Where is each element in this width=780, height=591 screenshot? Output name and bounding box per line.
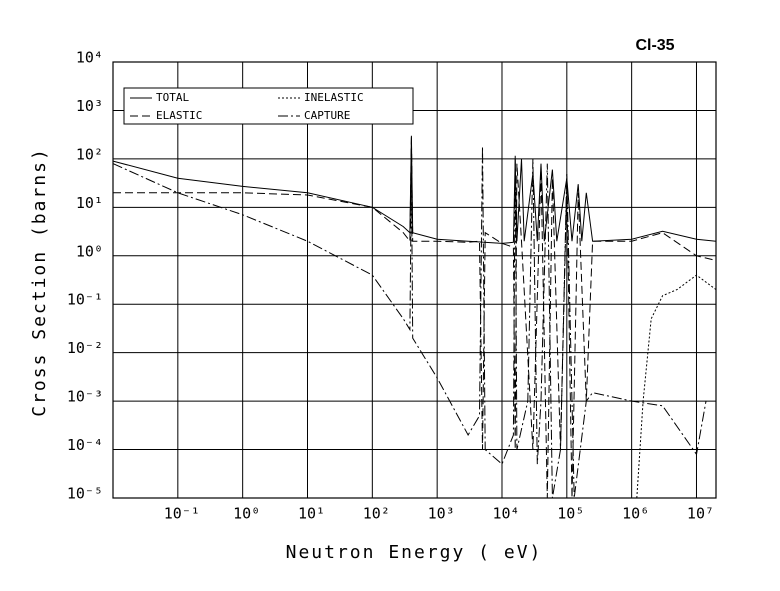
y-tick-label: 10¹ <box>76 194 103 212</box>
series-line <box>113 146 707 498</box>
series-line <box>113 137 716 498</box>
legend-label: INELASTIC <box>304 91 364 104</box>
plot-frame <box>112 61 717 499</box>
legend-box <box>123 87 414 125</box>
y-tick-label: 10⁻² <box>67 339 103 357</box>
x-tick-label: 10¹ <box>298 505 325 523</box>
y-tick-label: 10⁻⁴ <box>67 436 103 454</box>
x-tick-label: 10⁶ <box>622 505 649 523</box>
legend-label: TOTAL <box>156 91 189 104</box>
legend: TOTAL ELASTIC INELASTIC CAPTURE <box>123 87 414 125</box>
grid <box>113 61 716 499</box>
legend-label: ELASTIC <box>156 109 202 122</box>
legend-label: CAPTURE <box>304 109 350 122</box>
x-tick-label: 10³ <box>428 505 455 523</box>
x-tick-label: 10⁴ <box>492 505 519 523</box>
y-tick-label: 10⁻⁵ <box>67 485 103 503</box>
plot-lines <box>113 135 716 498</box>
y-tick-label: 10⁰ <box>76 242 103 260</box>
y-tick-label: 10⁻¹ <box>67 291 103 309</box>
y-tick-label: 10³ <box>76 97 103 115</box>
series-line <box>113 135 716 244</box>
x-axis-label: Neutron Energy ( eV) <box>286 542 543 563</box>
series-line <box>636 274 716 498</box>
chart-title: Cl-35 <box>635 37 674 54</box>
y-tick-label: 10⁴ <box>76 49 103 67</box>
y-tick-label: 10² <box>76 145 103 163</box>
x-tick-label: 10⁰ <box>233 505 260 523</box>
y-axis-label: Cross Section (barns) <box>29 147 50 417</box>
x-tick-label: 10² <box>363 505 390 523</box>
y-tick-label: 10⁻³ <box>67 388 103 406</box>
x-tick-label: 10⁷ <box>687 505 714 523</box>
x-tick-label: 10⁵ <box>557 505 584 523</box>
x-tick-label: 10⁻¹ <box>164 505 200 523</box>
